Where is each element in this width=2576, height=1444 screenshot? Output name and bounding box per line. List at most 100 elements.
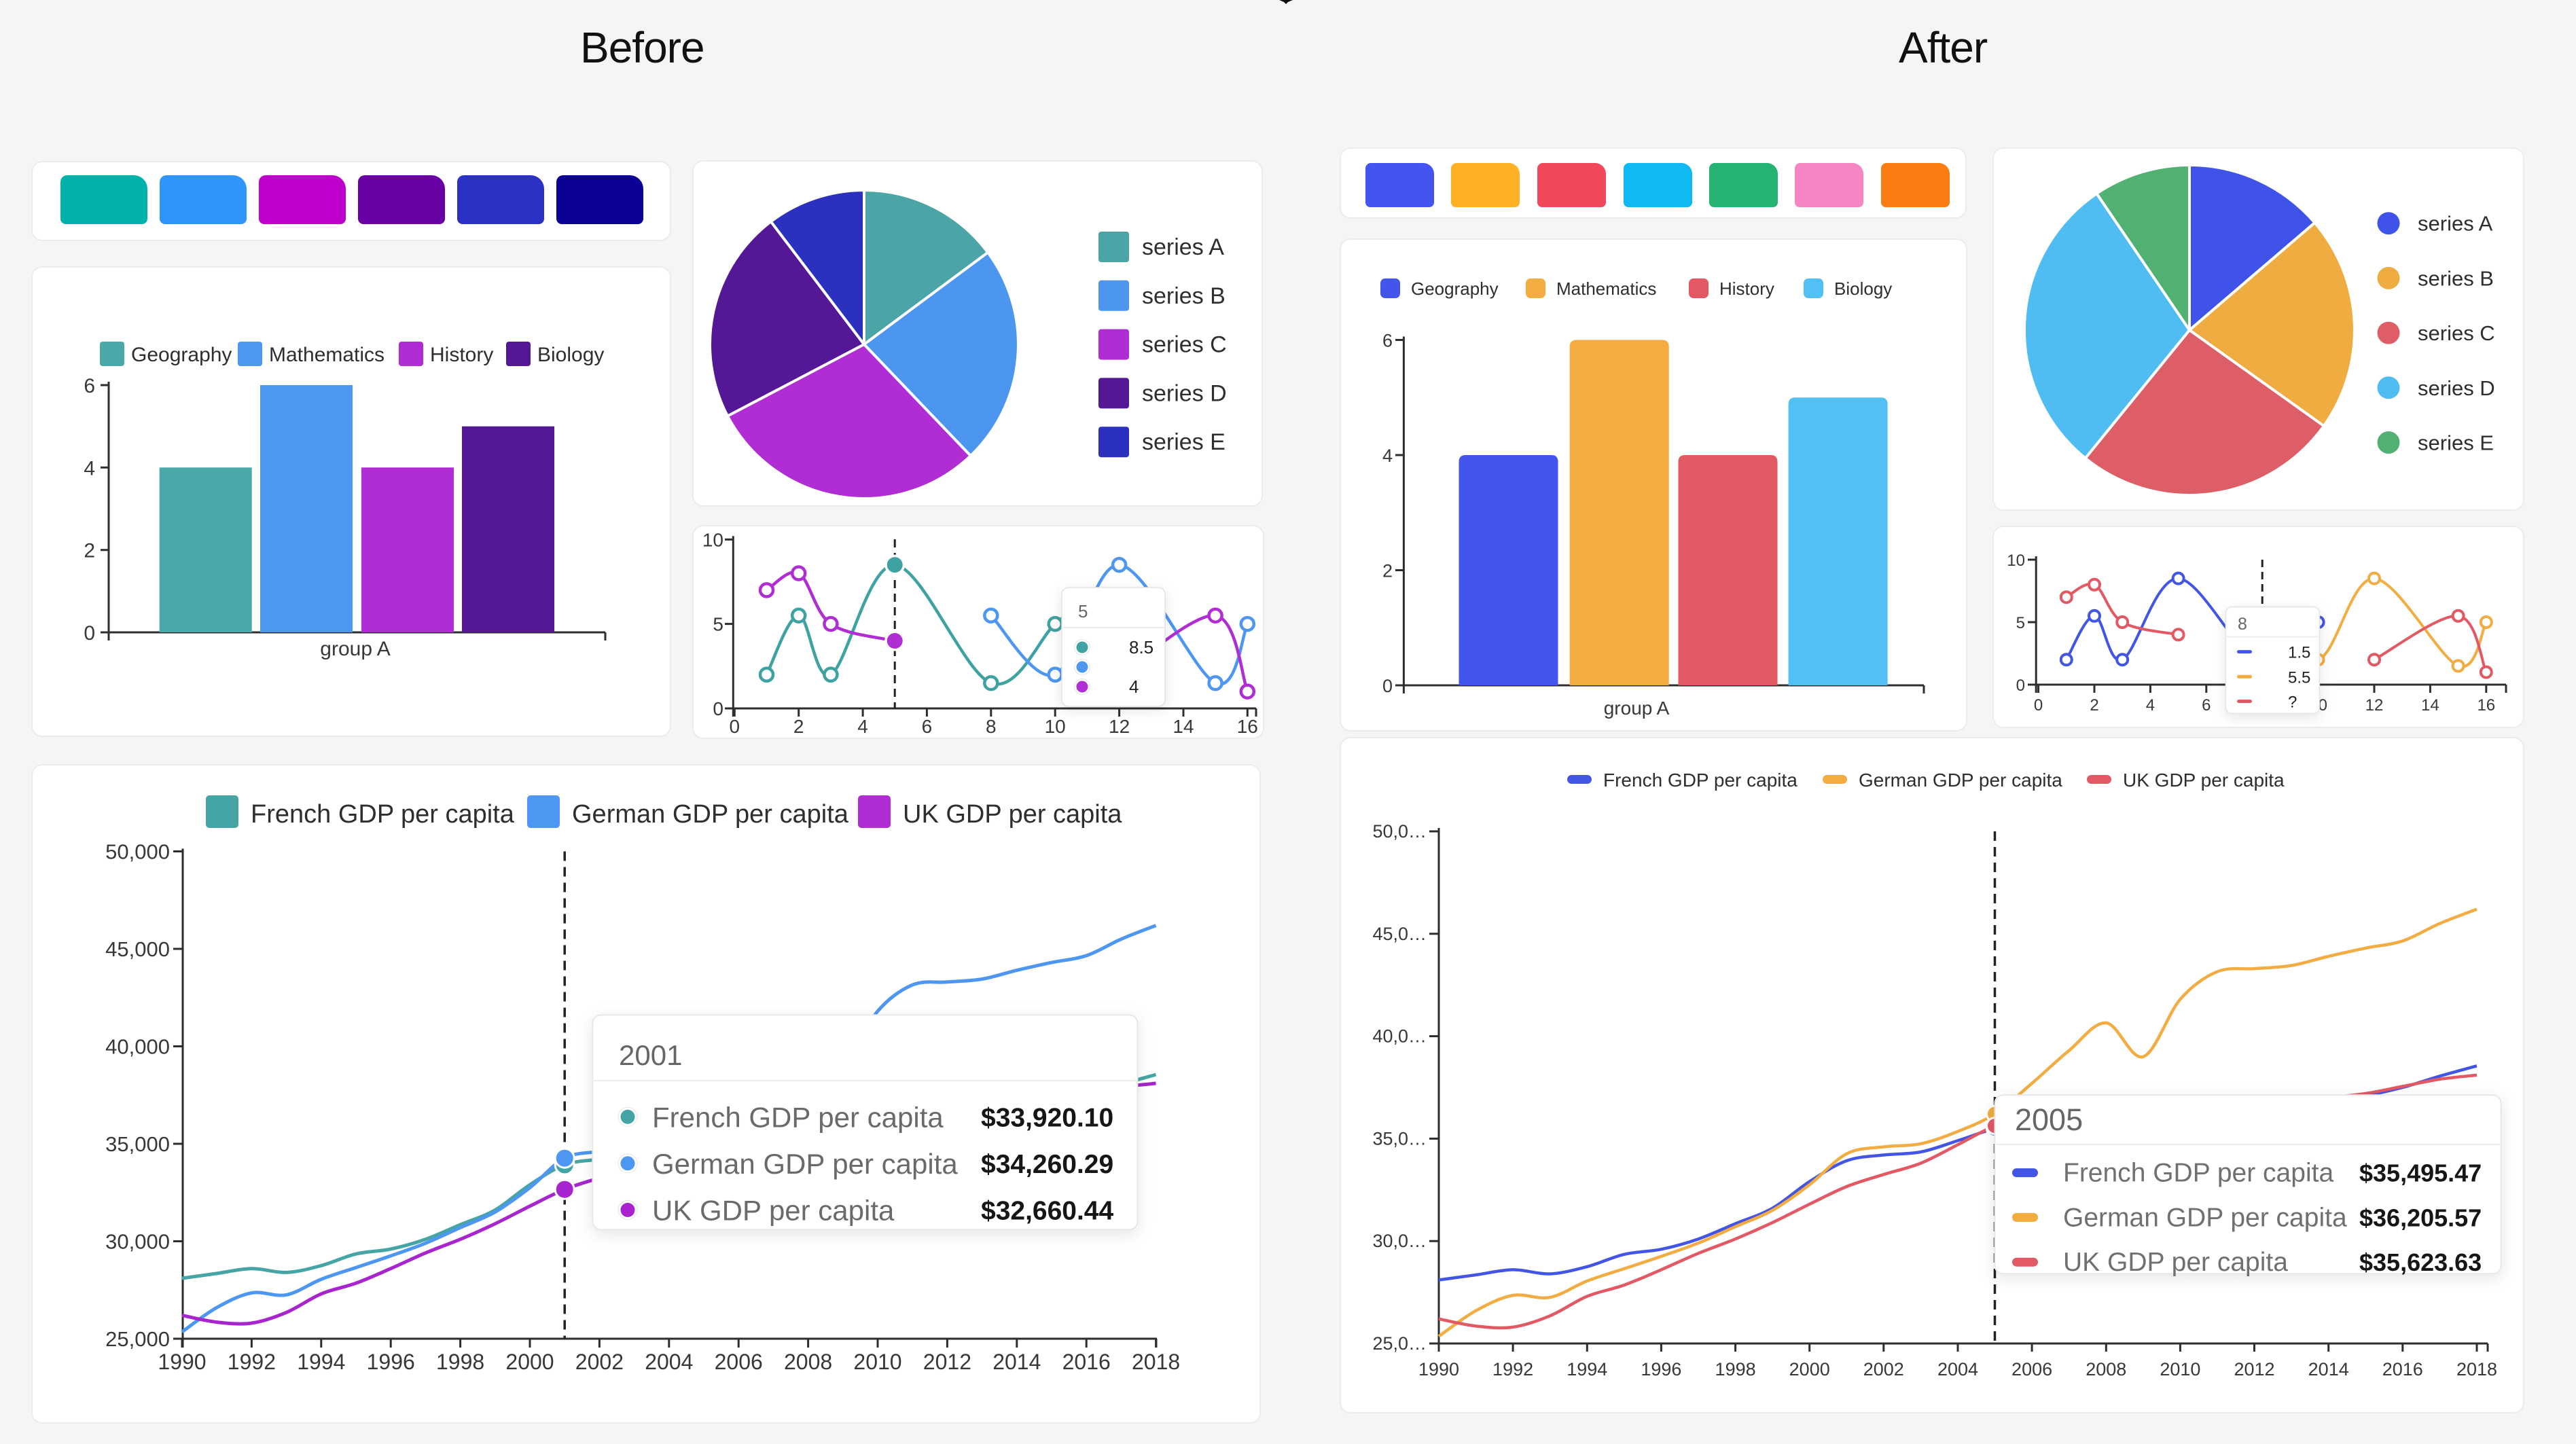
svg-text:2: 2 [793, 716, 804, 737]
svg-text:45,0…: 45,0… [1372, 924, 1427, 944]
svg-text:$36,205.57: $36,205.57 [2359, 1204, 2482, 1231]
svg-text:2004: 2004 [1937, 1359, 1978, 1379]
svg-text:series A: series A [1142, 234, 1224, 260]
svg-text:series E: series E [2418, 431, 2494, 455]
svg-text:French GDP per capita: French GDP per capita [652, 1101, 944, 1133]
svg-text:UK GDP per capita: UK GDP per capita [2063, 1248, 2288, 1277]
svg-text:2002: 2002 [575, 1350, 624, 1374]
svg-text:5.5: 5.5 [2288, 668, 2310, 687]
svg-text:40,0…: 40,0… [1372, 1026, 1427, 1047]
svg-text:series C: series C [1142, 332, 1227, 358]
svg-text:1994: 1994 [297, 1350, 345, 1374]
svg-text:4: 4 [2146, 696, 2155, 715]
svg-text:Geography: Geography [1411, 278, 1499, 299]
svg-text:German GDP per capita: German GDP per capita [572, 800, 849, 829]
svg-text:30,0…: 30,0… [1372, 1231, 1427, 1251]
svg-text:1992: 1992 [1492, 1359, 1533, 1379]
svg-text:Geography: Geography [131, 344, 232, 366]
svg-text:1.5: 1.5 [2288, 644, 2310, 662]
svg-text:10: 10 [2007, 552, 2025, 570]
svg-text:series D: series D [2418, 376, 2495, 400]
svg-text:4: 4 [1129, 676, 1139, 697]
svg-text:French GDP per capita: French GDP per capita [251, 800, 515, 829]
svg-text:8: 8 [986, 716, 997, 737]
svg-text:6: 6 [1382, 331, 1393, 351]
svg-text:25,000: 25,000 [105, 1327, 170, 1351]
svg-text:8.5: 8.5 [1129, 637, 1153, 657]
svg-text:2006: 2006 [715, 1350, 763, 1374]
svg-text:1992: 1992 [228, 1350, 276, 1374]
svg-text:50,000: 50,000 [105, 840, 170, 864]
svg-text:16: 16 [2477, 696, 2495, 715]
svg-text:1996: 1996 [367, 1350, 415, 1374]
svg-text:0: 0 [713, 698, 723, 719]
svg-text:$33,920.10: $33,920.10 [981, 1103, 1113, 1132]
svg-text:Biology: Biology [537, 344, 604, 366]
svg-text:1998: 1998 [1715, 1359, 1756, 1379]
svg-text:0: 0 [2016, 676, 2025, 695]
svg-text:2: 2 [1382, 561, 1393, 581]
svg-text:French GDP per capita: French GDP per capita [2063, 1159, 2333, 1188]
svg-text:series C: series C [2418, 321, 2495, 345]
svg-text:2: 2 [2090, 696, 2098, 715]
svg-text:Mathematics: Mathematics [269, 344, 384, 366]
svg-text:4: 4 [84, 457, 95, 480]
svg-text:5: 5 [2016, 614, 2025, 632]
svg-text:25,0…: 25,0… [1372, 1333, 1427, 1354]
svg-text:History: History [430, 344, 493, 366]
svg-text:UK GDP per capita: UK GDP per capita [652, 1194, 895, 1226]
svg-text:2002: 2002 [1863, 1359, 1904, 1379]
svg-text:8: 8 [2238, 615, 2247, 634]
svg-text:Biology: Biology [1834, 278, 1892, 299]
svg-text:UK GDP per capita: UK GDP per capita [2123, 770, 2285, 791]
svg-text:2000: 2000 [1789, 1359, 1830, 1379]
svg-text:series E: series E [1142, 429, 1226, 455]
svg-text:2008: 2008 [2086, 1359, 2126, 1379]
svg-text:6: 6 [84, 375, 95, 397]
svg-text:Mathematics: Mathematics [1556, 278, 1656, 299]
svg-text:6: 6 [2202, 696, 2211, 715]
svg-text:German GDP per capita: German GDP per capita [1859, 770, 2062, 791]
svg-text:series D: series D [1142, 380, 1227, 406]
svg-text:2018: 2018 [2456, 1359, 2497, 1379]
svg-text:series A: series A [2418, 212, 2493, 236]
svg-text:group A: group A [320, 638, 390, 660]
svg-text:series B: series B [1142, 283, 1226, 309]
svg-text:4: 4 [1382, 446, 1393, 466]
svg-text:35,000: 35,000 [105, 1132, 170, 1156]
svg-text:1990: 1990 [1418, 1359, 1459, 1379]
svg-text:2014: 2014 [992, 1350, 1041, 1374]
svg-text:2016: 2016 [1062, 1350, 1111, 1374]
svg-text:50,0…: 50,0… [1372, 821, 1427, 842]
svg-text:2001: 2001 [619, 1039, 682, 1071]
svg-text:2006: 2006 [2011, 1359, 2052, 1379]
svg-text:1996: 1996 [1641, 1359, 1681, 1379]
svg-text:0: 0 [84, 622, 95, 645]
svg-text:$35,623.63: $35,623.63 [2359, 1248, 2482, 1276]
svg-text:10: 10 [702, 529, 723, 550]
svg-text:4: 4 [857, 716, 868, 737]
svg-text:12: 12 [2365, 696, 2384, 715]
svg-text:14: 14 [2421, 696, 2439, 715]
svg-text:2018: 2018 [1132, 1350, 1180, 1374]
svg-text:$34,260.29: $34,260.29 [981, 1150, 1113, 1179]
svg-text:2010: 2010 [853, 1350, 901, 1374]
svg-text:UK GDP per capita: UK GDP per capita [903, 800, 1122, 829]
svg-text:2012: 2012 [2234, 1359, 2274, 1379]
svg-text:30,000: 30,000 [105, 1230, 170, 1254]
svg-text:1990: 1990 [158, 1350, 206, 1374]
svg-text:2012: 2012 [923, 1350, 971, 1374]
svg-text:2008: 2008 [784, 1350, 832, 1374]
svg-text:2: 2 [84, 540, 95, 562]
svg-text:German GDP per capita: German GDP per capita [2063, 1203, 2347, 1232]
svg-text:35,0…: 35,0… [1372, 1128, 1427, 1149]
svg-text:History: History [1719, 278, 1774, 299]
svg-text:2010: 2010 [2160, 1359, 2200, 1379]
svg-text:$32,660.44: $32,660.44 [981, 1196, 1114, 1225]
svg-text:6: 6 [922, 716, 933, 737]
svg-text:45,000: 45,000 [105, 937, 170, 961]
svg-text:?: ? [2288, 693, 2297, 712]
svg-text:0: 0 [1382, 676, 1393, 696]
svg-text:2005: 2005 [2015, 1102, 2083, 1137]
svg-text:German GDP per capita: German GDP per capita [652, 1148, 958, 1180]
